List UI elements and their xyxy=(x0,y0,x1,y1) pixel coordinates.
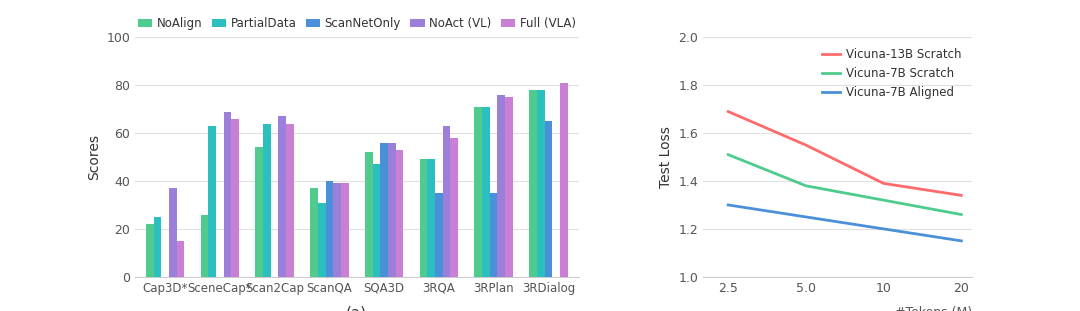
Bar xyxy=(146,224,153,277)
Vicuna-13B Scratch xyxy=(721,110,734,114)
Bar xyxy=(395,150,403,277)
Bar xyxy=(435,193,443,277)
Bar xyxy=(153,217,161,277)
Bar xyxy=(420,160,428,277)
Bar xyxy=(529,90,537,277)
Vicuna-13B Scratch xyxy=(799,143,812,147)
Bar xyxy=(256,147,264,277)
Bar xyxy=(450,138,458,277)
Vicuna-7B Scratch xyxy=(877,198,890,202)
X-axis label: (a): (a) xyxy=(347,306,367,311)
Legend: NoAlign, PartialData, ScanNetOnly, NoAct (VL), Full (VLA): NoAlign, PartialData, ScanNetOnly, NoAct… xyxy=(133,12,581,35)
Bar xyxy=(544,121,552,277)
Bar xyxy=(168,188,177,277)
Bar xyxy=(474,107,482,277)
Legend: Vicuna-13B Scratch, Vicuna-7B Scratch, Vicuna-7B Aligned: Vicuna-13B Scratch, Vicuna-7B Scratch, V… xyxy=(818,43,967,104)
Bar xyxy=(373,164,380,277)
Bar xyxy=(443,126,450,277)
Bar xyxy=(224,112,231,277)
Bar xyxy=(264,123,271,277)
Line: Vicuna-7B Aligned: Vicuna-7B Aligned xyxy=(728,205,961,241)
Bar xyxy=(537,90,544,277)
Bar xyxy=(231,119,239,277)
Line: Vicuna-7B Scratch: Vicuna-7B Scratch xyxy=(728,155,961,215)
Bar xyxy=(341,183,349,277)
Bar xyxy=(505,97,513,277)
Vicuna-7B Aligned xyxy=(721,203,734,207)
Bar xyxy=(380,143,388,277)
Vicuna-7B Aligned xyxy=(799,215,812,219)
Bar xyxy=(279,116,286,277)
Vicuna-7B Aligned xyxy=(877,227,890,231)
Bar xyxy=(498,95,505,277)
Vicuna-13B Scratch xyxy=(955,193,968,197)
Bar xyxy=(388,143,395,277)
Y-axis label: Scores: Scores xyxy=(86,134,100,180)
Bar xyxy=(325,181,334,277)
Vicuna-7B Scratch xyxy=(955,213,968,216)
Vicuna-7B Aligned xyxy=(955,239,968,243)
Vicuna-7B Scratch xyxy=(799,184,812,188)
Vicuna-13B Scratch xyxy=(877,182,890,185)
Text: #Tokens (M): #Tokens (M) xyxy=(895,305,972,311)
Bar xyxy=(310,188,318,277)
Bar xyxy=(428,160,435,277)
Bar xyxy=(490,193,498,277)
Bar xyxy=(318,202,325,277)
Bar xyxy=(286,123,294,277)
Bar xyxy=(201,215,208,277)
Line: Vicuna-13B Scratch: Vicuna-13B Scratch xyxy=(728,112,961,195)
Bar xyxy=(482,107,490,277)
Bar xyxy=(177,241,185,277)
Y-axis label: Test Loss: Test Loss xyxy=(659,126,673,188)
Bar xyxy=(559,83,568,277)
Bar xyxy=(208,126,216,277)
Bar xyxy=(365,152,373,277)
Vicuna-7B Scratch xyxy=(721,153,734,156)
Bar xyxy=(334,183,341,277)
